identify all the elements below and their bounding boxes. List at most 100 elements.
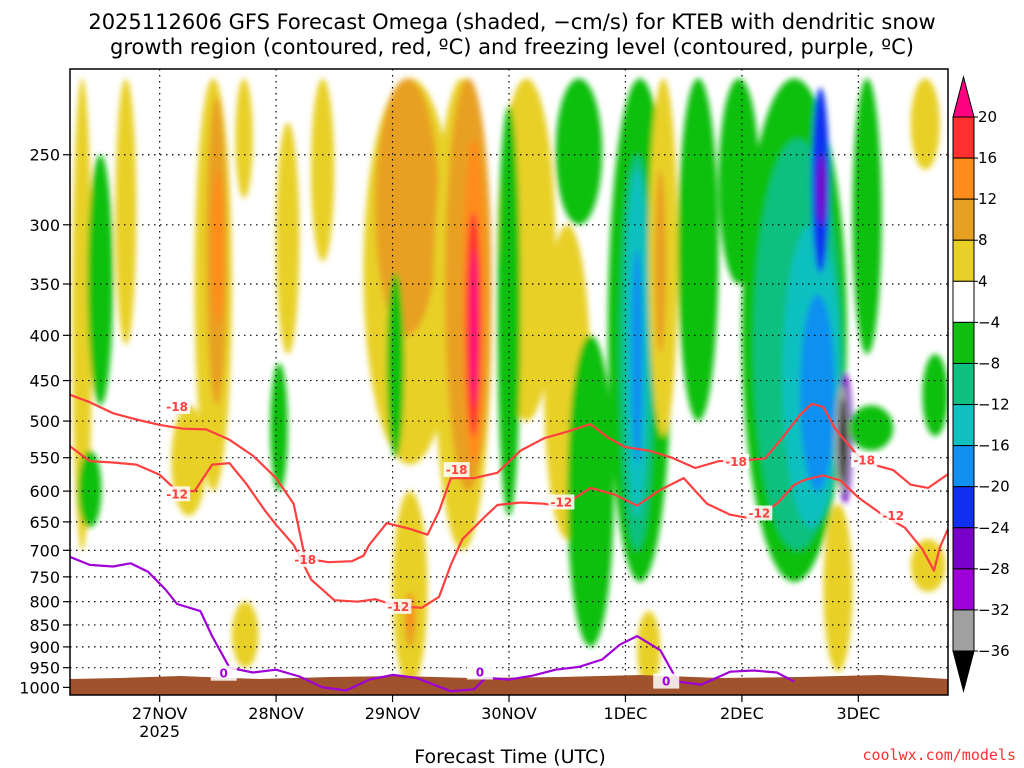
colorbar-top-arrow: [952, 75, 975, 118]
colorbar-label-9: −20: [978, 478, 1010, 496]
contour-label-dendritic-minus18-1: -18: [294, 553, 316, 567]
y-tick-label-950: 950: [29, 659, 60, 678]
contour-label-freezing-level-0-2: 0: [662, 675, 670, 689]
colorbar-label-2: 12: [978, 190, 997, 208]
omega-region-33: [637, 611, 661, 688]
omega-region-12: [270, 363, 288, 492]
omega-region-0: [72, 78, 93, 551]
contour-label-bg-dendritic-minus18-1: [292, 552, 319, 568]
omega-shading: [72, 78, 948, 688]
y-tick-label-750: 750: [29, 568, 60, 587]
x-tick-label-2DEC: 2DEC: [720, 704, 764, 723]
contour-label-dendritic-minus18-0: -18: [166, 400, 188, 414]
contour-label-bg-dendritic-minus18-3: [723, 453, 750, 469]
contour-label-dendritic-minus12-0: -12: [166, 487, 188, 501]
x-tick-sublabel-27NOV: 2025: [139, 722, 180, 741]
colorbar-label-12: −32: [978, 601, 1010, 619]
contour-dendritic-minus18: [70, 393, 948, 564]
contour-label-bg-dendritic-minus12-1: [385, 598, 412, 614]
colorbar-label-10: −24: [978, 519, 1010, 537]
colorbar-band-5: [952, 321, 975, 364]
colorbar-label-6: −8: [978, 354, 1000, 372]
contour-label-dendritic-minus18-2: -18: [446, 463, 468, 477]
contour-label-freezing-level-0-1: 0: [476, 666, 484, 680]
contour-label-dendritic-minus12-2: -12: [551, 495, 573, 509]
colorbar-band-12: [952, 609, 975, 652]
y-tick-label-500: 500: [29, 412, 60, 431]
contour-label-dendritic-minus18-4: -18: [853, 453, 875, 467]
contour-label-bg-dendritic-minus12-2: [548, 494, 575, 510]
x-tick-label-3DEC: 3DEC: [836, 704, 880, 723]
contour-label-bg-dendritic-minus18-2: [443, 462, 470, 478]
omega-region-1: [115, 78, 137, 345]
contour-label-bg-freezing-level-0-1: [466, 664, 493, 680]
contour-label-dendritic-minus12-1: -12: [388, 600, 410, 614]
omega-region-10: [276, 122, 300, 355]
y-tick-label-450: 450: [29, 372, 60, 391]
contour-dendritic-minus12: [70, 445, 948, 609]
x-tick-label-30NOV: 30NOV: [481, 704, 537, 723]
colorbar-label-11: −28: [978, 560, 1010, 578]
omega-region-3: [78, 450, 102, 528]
omega-region-41: [800, 294, 836, 492]
chart-title-line-2: growth region (contoured, red, ºC) and f…: [110, 35, 914, 59]
omega-region-36: [677, 78, 719, 422]
y-tick-label-700: 700: [29, 541, 60, 560]
y-tick-label-900: 900: [29, 638, 60, 657]
contour-label-bg-freezing-level-0-2: [653, 673, 680, 689]
colorbar: 20 16 12 8 4 −4 −8 −12 −16 −20 −24 −28 −32 −36: [952, 75, 1010, 693]
gridlines: [70, 69, 948, 695]
omega-region-35: [654, 169, 667, 355]
x-tick-label-29NOV: 29NOV: [365, 704, 421, 723]
contour-label-bg-dendritic-minus18-4: [851, 452, 878, 468]
colorbar-band-1: [952, 157, 975, 200]
x-tick-label-1DEC: 1DEC: [604, 704, 648, 723]
contour-label-bg-freezing-level-0-0: [210, 665, 237, 681]
y-tick-label-650: 650: [29, 513, 60, 532]
x-tick-label-27NOV: 27NOV: [132, 704, 188, 723]
omega-region-8: [235, 78, 253, 199]
omega-region-26: [555, 78, 603, 225]
contour-freezing-level-0: [70, 555, 795, 693]
y-tick-label-800: 800: [29, 593, 60, 612]
colorbar-label-5: −4: [978, 313, 1000, 331]
y-tick-label-550: 550: [29, 449, 60, 468]
y-tick-label-400: 400: [29, 326, 60, 345]
omega-region-51: [922, 354, 948, 437]
y-tick-label-850: 850: [29, 616, 60, 635]
omega-region-47: [823, 503, 853, 672]
omega-region-43: [817, 154, 826, 225]
x-axis-label: Forecast Time (UTC): [414, 746, 605, 768]
colorbar-label-1: 16: [978, 149, 997, 167]
colorbar-label-4: 4: [978, 272, 988, 290]
contour-label-freezing-level-0-0: 0: [220, 667, 228, 681]
chart-title-line-1: 2025112606 GFS Forecast Omega (shaded, −…: [88, 10, 935, 34]
colorbar-band-2: [952, 198, 975, 241]
colorbar-band-7: [952, 404, 975, 447]
omega-region-7: [212, 169, 224, 326]
y-tick-label-1000: 1000: [19, 678, 60, 697]
contour-label-dendritic-minus12-4: -12: [882, 509, 904, 523]
omega-region-28: [567, 335, 614, 647]
colorbar-band-8: [952, 445, 975, 488]
omega-region-50: [910, 78, 940, 170]
omega-region-49: [849, 405, 894, 451]
omega-region-11: [311, 78, 335, 262]
omega-region-48: [852, 78, 882, 355]
colorbar-band-9: [952, 486, 975, 529]
colorbar-label-0: 20: [978, 108, 997, 126]
omega-region-32: [631, 249, 643, 465]
colorbar-band-3: [952, 239, 975, 282]
colorbar-band-11: [952, 568, 975, 611]
omega-region-14: [375, 78, 440, 336]
contour-label-dendritic-minus18-3: -18: [725, 455, 747, 469]
colorbar-band-0: [952, 116, 975, 159]
y-tick-label-300: 300: [29, 216, 60, 235]
colorbar-band-10: [952, 527, 975, 570]
y-tick-label-350: 350: [29, 275, 60, 294]
ground-surface: [70, 675, 948, 695]
contour-label-bg-dendritic-minus12-0: [164, 486, 191, 502]
omega-region-52: [910, 539, 946, 592]
contour-label-bg-dendritic-minus12-3: [746, 505, 773, 521]
